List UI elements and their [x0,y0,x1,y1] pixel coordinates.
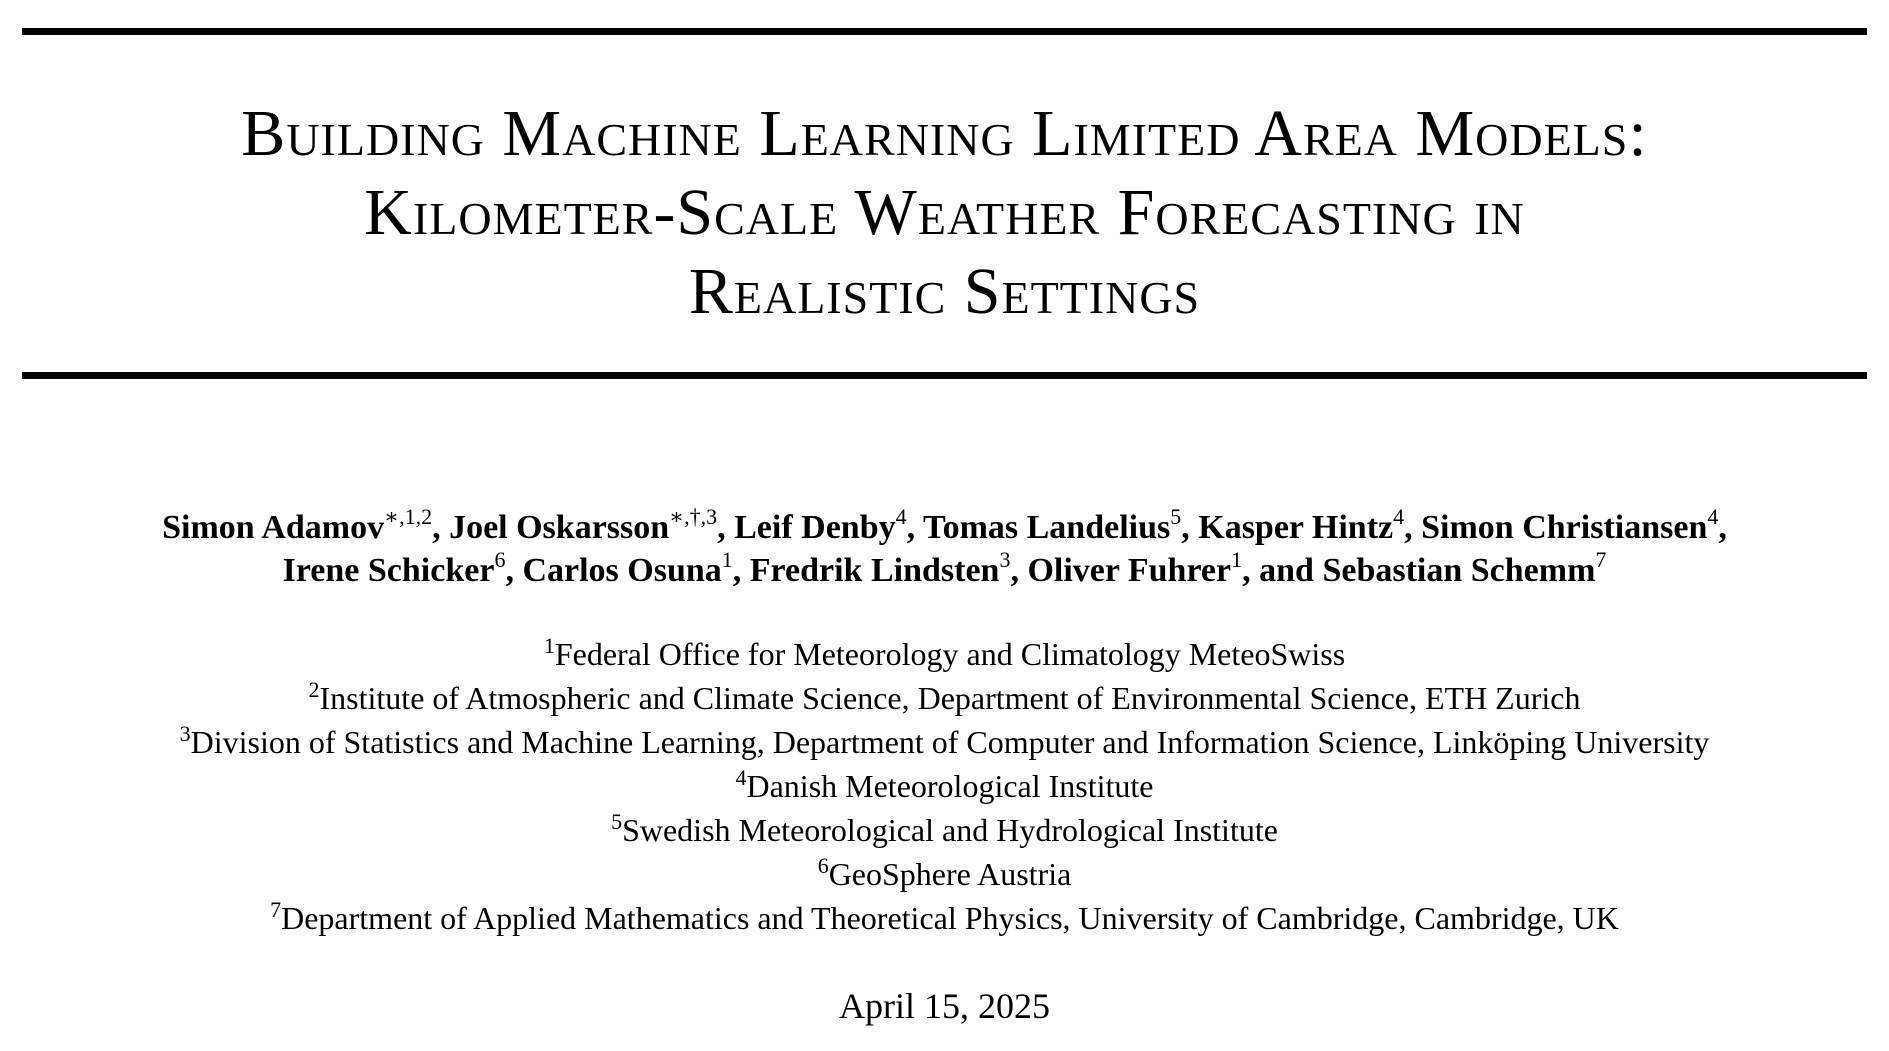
title-rule-top [22,28,1867,35]
affiliation-5: 5Swedish Meteorological and Hydrological… [0,808,1889,852]
affiliation-text: Division of Statistics and Machine Learn… [190,724,1710,760]
author-list: Simon Adamov∗,1,2, Joel Oskarsson∗,†,3 , … [0,506,1889,592]
author-affiliation-marks: 4 [1707,504,1719,529]
author-name: Simon Christiansen [1421,509,1708,546]
author-affiliation-marks: 5 [1170,504,1182,529]
affiliation-number: 3 [179,721,191,746]
author-affiliation-marks: 1 [721,547,733,572]
author-name: Leif Denby [734,509,896,546]
affiliation-6: 6GeoSphere Austria [0,852,1889,896]
author-separator: , [1404,509,1422,546]
author-name: Sebastian Schemm [1322,552,1596,589]
affiliation-list: 1Federal Office for Meteorology and Clim… [0,632,1889,940]
affiliation-number: 4 [735,765,747,790]
affiliation-text: GeoSphere Austria [828,856,1072,892]
author-separator: , [1181,509,1199,546]
author-affiliation-marks: 4 [1393,504,1405,529]
title-line: Realistic Settings [688,255,1201,328]
affiliation-4: 4Danish Meteorological Institute [0,764,1889,808]
author-name: Irene Schicker [282,552,495,589]
affiliation-text: Institute of Atmospheric and Climate Sci… [319,680,1581,716]
author-separator: , [732,552,750,589]
author-affiliation-marks: ∗,1,2 [384,504,433,529]
affiliation-text: Swedish Meteorological and Hydrological … [622,812,1278,848]
author-name: Fredrik Lindsten [749,552,1000,589]
author-line-1: Simon Adamov∗,1,2, Joel Oskarsson∗,†,3, … [0,506,1889,549]
affiliation-number: 5 [611,809,623,834]
author-name: Tomas Landelius [923,509,1171,546]
author-name: Oliver Fuhrer [1027,552,1232,589]
title-line: Building Machine Learning Limited Area M… [241,97,1648,170]
publication-date: April 15, 2025 [839,986,1050,1026]
paper-title: Building Machine Learning Limited Area M… [22,94,1867,331]
author-separator: , [432,509,450,546]
author-name: Simon Adamov [162,509,385,546]
author-name: Kasper Hintz [1198,509,1394,546]
author-separator: , [1718,509,1727,546]
author-separator: , [717,509,735,546]
affiliation-1: 1Federal Office for Meteorology and Clim… [0,632,1889,676]
author-affiliation-marks: ∗,†,3 [669,504,718,529]
author-separator: , [906,509,924,546]
author-affiliation-marks: 6 [494,547,506,572]
author-affiliation-marks: 1 [1231,547,1243,572]
author-name: Carlos Osuna [522,552,722,589]
affiliation-7: 7Department of Applied Mathematics and T… [0,896,1889,940]
title-line: Kilometer-Scale Weather Forecasting in [364,176,1525,249]
author-line-2: Irene Schicker6, Carlos Osuna1, Fredrik … [0,549,1889,592]
author-separator: , [1010,552,1028,589]
affiliation-number: 2 [308,677,320,702]
affiliation-3: 3Division of Statistics and Machine Lear… [0,720,1889,764]
title-rule-bottom [22,372,1867,379]
author-affiliation-marks: 4 [895,504,907,529]
author-affiliation-marks: 3 [999,547,1011,572]
affiliation-2: 2Institute of Atmospheric and Climate Sc… [0,676,1889,720]
affiliation-text: Danish Meteorological Institute [746,768,1154,804]
author-affiliation-marks: 7 [1595,547,1607,572]
affiliation-number: 1 [543,633,555,658]
affiliation-text: Federal Office for Meteorology and Clima… [554,636,1346,672]
author-name: Joel Oskarsson [449,509,670,546]
affiliation-number: 7 [270,897,282,922]
affiliation-text: Department of Applied Mathematics and Th… [281,900,1619,936]
author-separator: , and [1242,552,1323,589]
author-separator: , [505,552,523,589]
affiliation-number: 6 [817,853,829,878]
